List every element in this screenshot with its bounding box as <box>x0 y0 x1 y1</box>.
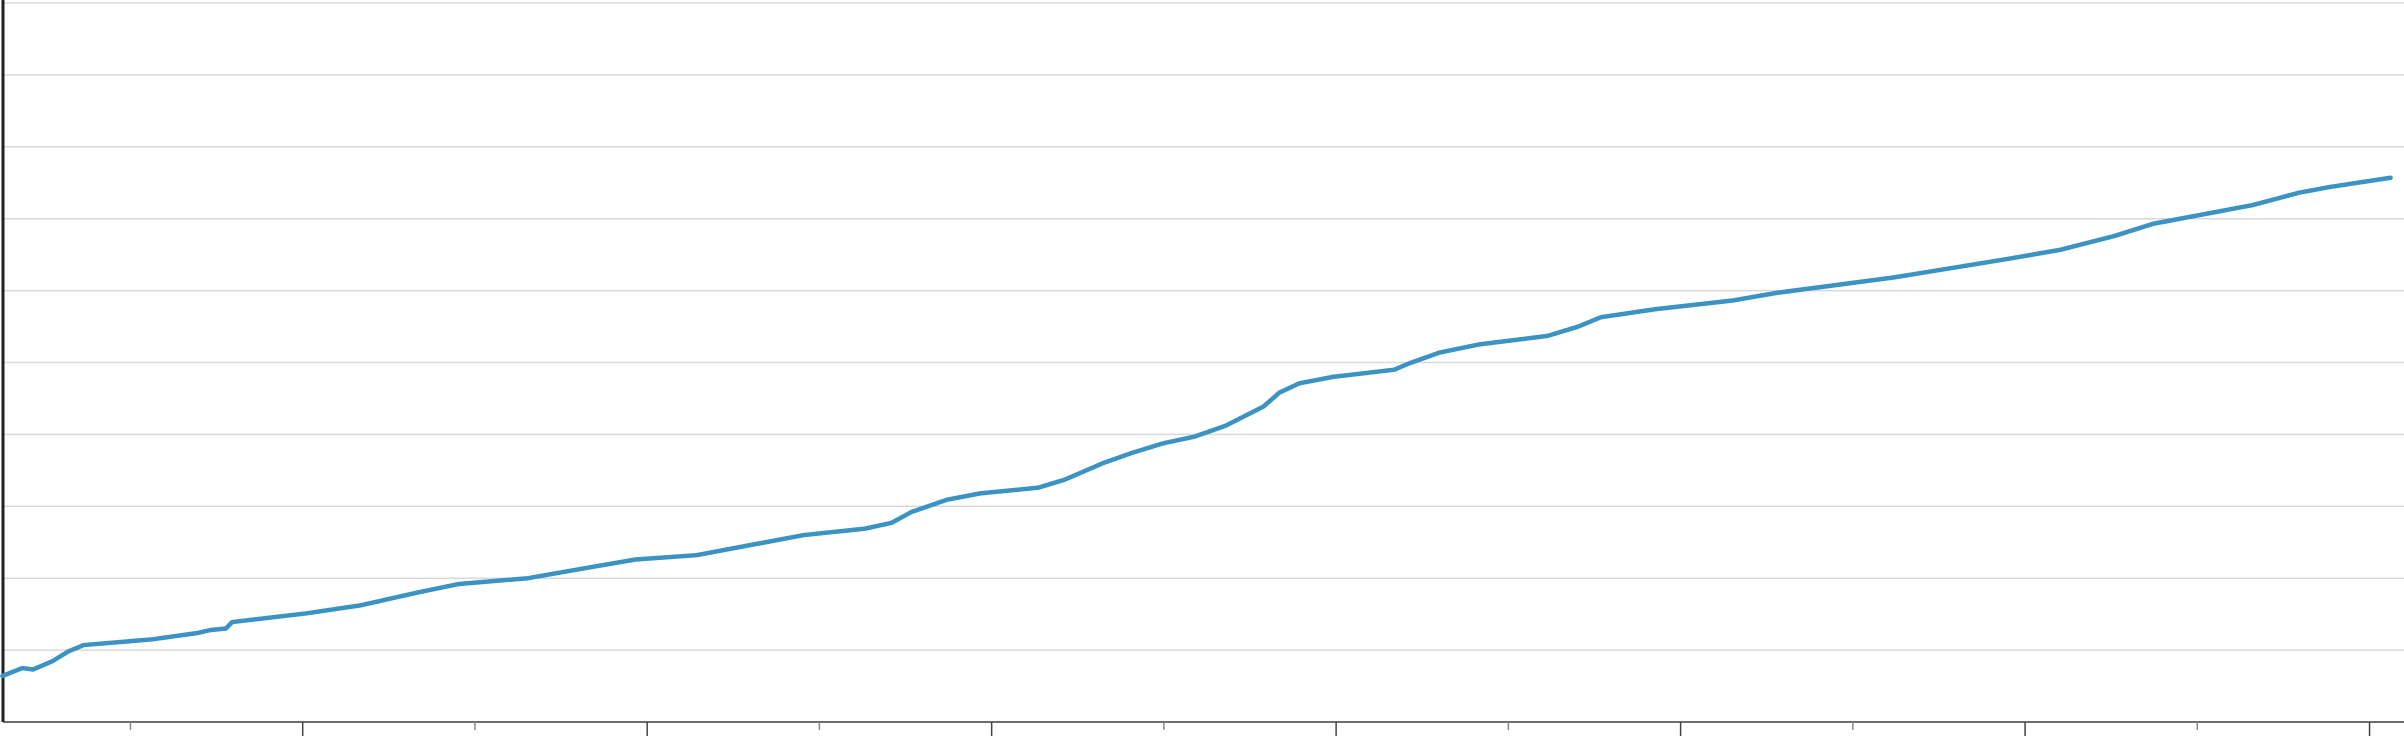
data-line <box>0 175 2393 679</box>
